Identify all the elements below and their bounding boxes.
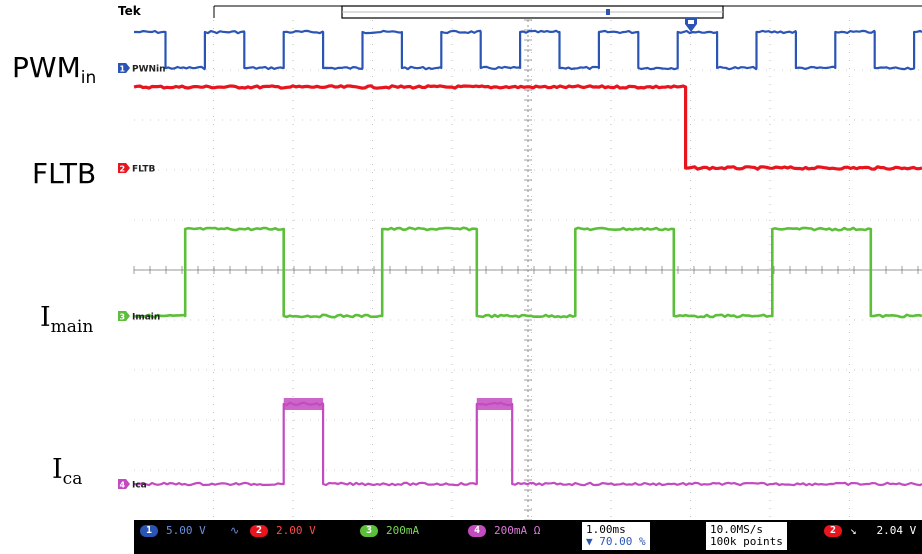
brand-logo: Tek	[118, 4, 142, 18]
trigger-position-icon: ▼	[586, 535, 593, 548]
trace-ica-pulse	[476, 398, 513, 410]
channel-markers: 1 PWNin 2 FLTB 3 Imain 4 Ica	[118, 63, 166, 491]
ch3-scale-readout[interactable]: 3 200mA	[360, 524, 419, 537]
channel-trace-name: PWNin	[132, 65, 166, 75]
record-overview-bar	[213, 5, 922, 32]
label-i-main: Imain	[40, 302, 94, 337]
channel-marker-flag	[118, 479, 130, 489]
trace-imain	[133, 226, 922, 319]
channel-marker-number: 1	[120, 65, 126, 74]
channel-trace-name: Ica	[132, 481, 147, 491]
record-trigger-icon	[606, 9, 610, 15]
channel-marker-number: 2	[120, 165, 126, 174]
ch4-scale-readout[interactable]: 4 200mA Ω	[468, 524, 540, 537]
channel-marker-number: 3	[120, 313, 126, 322]
status-bar: 1 5.00 V ∿ 2 2.00 V 3 200mA 4 200mA Ω 1.00ms…	[134, 520, 922, 554]
label-pwm-in: PWMin	[12, 51, 97, 88]
ch2-scale-readout[interactable]: 2 2.00 V	[250, 524, 316, 537]
trigger-readout[interactable]: 2 ↘ 2.04 V	[824, 524, 916, 537]
ch2-badge: 2	[250, 525, 268, 537]
ch4-badge: 4	[468, 525, 486, 537]
channel-marker-flag	[118, 163, 130, 173]
ch1-scale-readout[interactable]: 1 5.00 V	[140, 524, 206, 537]
trace-fltb	[133, 84, 922, 171]
channel-marker-number: 4	[120, 481, 126, 490]
channel-marker-flag	[118, 63, 130, 73]
channel-trace-name: Imain	[132, 313, 160, 323]
timebase-readout[interactable]: 1.00ms ▼ 70.00 %	[582, 522, 650, 550]
trigger-channel-badge: 2	[824, 525, 842, 537]
channel-marker-flag	[118, 311, 130, 321]
channel-2-marker[interactable]: 2 FLTB	[118, 163, 156, 175]
trigger-position-icon-mark	[688, 20, 694, 24]
waveform-traces	[133, 29, 922, 487]
ch1-badge: 1	[140, 525, 158, 537]
channel-3-marker[interactable]: 3 Imain	[118, 311, 160, 323]
channel-4-marker[interactable]: 4 Ica	[118, 479, 147, 491]
trace-ica-pulse	[283, 398, 324, 410]
ch3-badge: 3	[360, 525, 378, 537]
falling-edge-icon: ↘	[850, 524, 857, 537]
bandwidth-icon: ∿	[230, 524, 240, 537]
trace-pwnin	[134, 29, 922, 71]
label-i-ca: Ica	[52, 454, 83, 489]
channel-1-marker[interactable]: 1 PWNin	[118, 63, 166, 75]
graticule-grid	[133, 19, 922, 521]
label-fltb: FLTB	[32, 157, 97, 190]
acquisition-readout[interactable]: 10.0MS/s 100k points	[706, 522, 787, 550]
trace-ica	[133, 401, 922, 487]
channel-trace-name: FLTB	[132, 165, 156, 175]
